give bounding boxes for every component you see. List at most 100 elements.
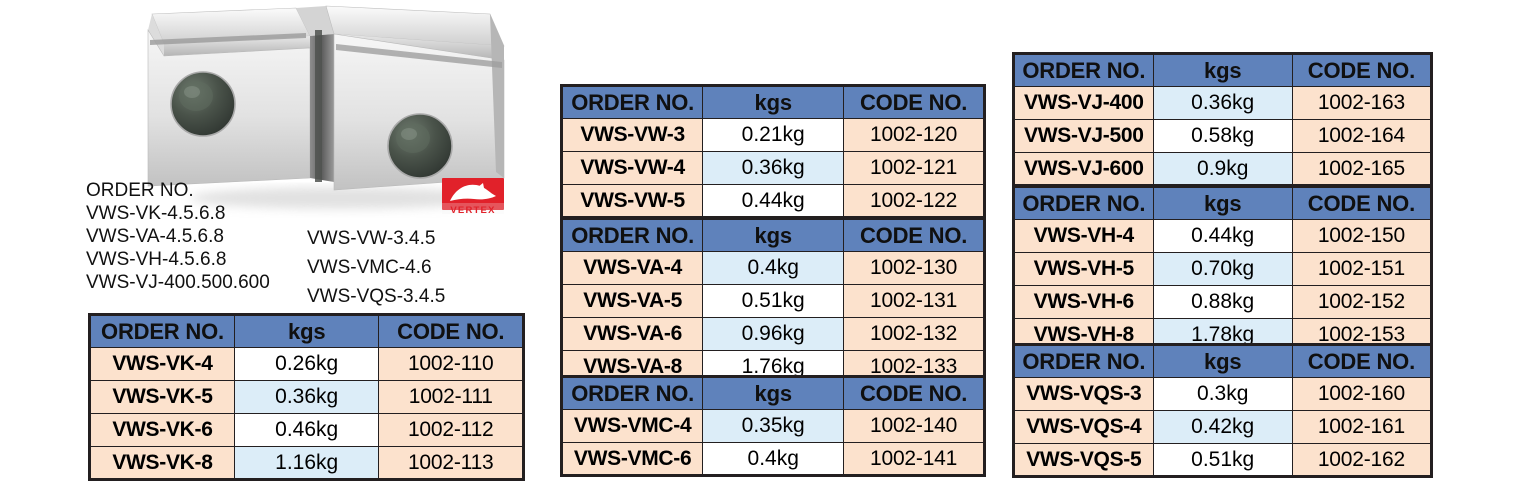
cell-code-no: 1002-162 (1291, 443, 1433, 477)
cell-weight-kgs: 1.16kg (233, 446, 380, 480)
table-row: VWS-VK-8 1.16kg 1002-113 (89, 446, 524, 480)
cell-code-no: 1002-130 (843, 251, 985, 285)
left-jaw (147, 7, 311, 187)
cell-code-no: 1002-161 (1291, 410, 1433, 444)
cell-code-no: 1002-160 (1291, 377, 1433, 411)
code-no-header: CODE NO. (1291, 344, 1433, 378)
table-vws-vmc: ORDER NO. kgs CODE NO. VWS-VMC-4 0.35kg 1002-… (560, 375, 986, 477)
table-row: VWS-VQS-4 0.42kg 1002-161 (1013, 410, 1433, 444)
table-row: VWS-VH-5 0.70kg 1002-151 (1013, 252, 1433, 286)
caption-left-line-4: VWS-VH-4.5.6.8 (86, 249, 227, 270)
cell-weight-kgs: 0.35kg (702, 409, 845, 443)
cell-code-no: 1002-113 (378, 446, 524, 480)
cell-code-no: 1002-165 (1291, 152, 1433, 186)
table-row: VWS-VK-4 0.26kg 1002-110 (89, 347, 524, 381)
cell-weight-kgs: 0.26kg (233, 347, 380, 381)
cell-order-no: VWS-VK-4 (89, 347, 235, 381)
table-vws-vj: ORDER NO. kgs CODE NO. VWS-VJ-400 0.36kg 1002… (1012, 52, 1433, 187)
cell-weight-kgs: 0.4kg (702, 442, 845, 476)
table-row: VWS-VW-5 0.44kg 1002-122 (560, 184, 985, 218)
cell-weight-kgs: 0.3kg (1152, 377, 1293, 411)
table-vws-vw: ORDER NO. kgs CODE NO. VWS-VW-3 0.21kg 1002-1… (560, 84, 986, 219)
cell-weight-kgs: 0.44kg (1152, 219, 1293, 253)
table-row: VWS-VJ-400 0.36kg 1002-163 (1013, 86, 1433, 120)
cell-order-no: VWS-VK-5 (89, 380, 235, 414)
photo-shadow (190, 187, 490, 209)
cell-code-no: 1002-150 (1291, 219, 1433, 253)
cell-weight-kgs: 0.88kg (1152, 285, 1293, 319)
eagle-icon (450, 184, 496, 201)
table-row: VWS-VQS-5 0.51kg 1002-162 (1013, 443, 1433, 477)
cell-code-no: 1002-132 (843, 317, 985, 351)
cell-weight-kgs: 0.44kg (702, 184, 845, 218)
cell-weight-kgs: 0.42kg (1152, 410, 1293, 444)
order-no-header: ORDER NO. (1013, 186, 1154, 220)
order-no-header: ORDER NO. (560, 376, 704, 410)
caption-left-line-3: VWS-VA-4.5.6.8 (86, 226, 224, 247)
table-vws-vqs: ORDER NO. kgs CODE NO. VWS-VQS-3 0.3kg 1002-1… (1012, 343, 1433, 478)
table-row: VWS-VA-4 0.4kg 1002-130 (560, 251, 985, 285)
cell-weight-kgs: 0.4kg (702, 251, 845, 285)
caption-right-column: VWS-VW-3.4.5 VWS-VMC-4.6 VWS-VQS-3.4.5 (307, 224, 445, 311)
code-no-header: CODE NO. (843, 376, 985, 410)
code-no-header: CODE NO. (1291, 53, 1433, 87)
svg-text:VERTEX: VERTEX (450, 205, 495, 216)
table-row: VWS-VW-4 0.36kg 1002-121 (560, 151, 985, 185)
cell-weight-kgs: 0.96kg (702, 317, 845, 351)
kgs-header: kgs (702, 376, 845, 410)
kgs-header: kgs (1152, 53, 1293, 87)
caption-left-line-5: VWS-VJ-400.500.600 (86, 272, 270, 293)
kgs-header: kgs (702, 218, 845, 252)
caption-left-line-2: VWS-VK-4.5.6.8 (86, 203, 226, 224)
table-header-row: ORDER NO. kgs CODE NO. (560, 85, 985, 119)
caption-left-line-1: ORDER NO. (86, 180, 194, 201)
order-no-header: ORDER NO. (560, 218, 704, 252)
right-jaw (325, 5, 505, 191)
table-row: VWS-VK-6 0.46kg 1002-112 (89, 413, 524, 447)
cell-code-no: 1002-112 (378, 413, 524, 447)
product-photo: VERTEX (130, 0, 530, 228)
cell-order-no: VWS-VJ-600 (1013, 152, 1154, 186)
cell-weight-kgs: 0.36kg (233, 380, 380, 414)
vise-soft-jaws-illustration: VERTEX (147, 5, 505, 216)
cell-order-no: VWS-VQS-3 (1013, 377, 1154, 411)
cell-code-no: 1002-164 (1291, 119, 1433, 153)
cell-order-no: VWS-VW-5 (560, 184, 704, 218)
kgs-header: kgs (1152, 344, 1293, 378)
cell-weight-kgs: 0.51kg (702, 284, 845, 318)
table-row: VWS-VJ-500 0.58kg 1002-164 (1013, 119, 1433, 153)
table-vws-va: ORDER NO. kgs CODE NO. VWS-VA-4 0.4kg 1002-13… (560, 217, 986, 385)
cell-order-no: VWS-VK-8 (89, 446, 235, 480)
cell-order-no: VWS-VJ-500 (1013, 119, 1154, 153)
code-no-header: CODE NO. (1291, 186, 1433, 220)
table-vws-vk: ORDER NO. kgs CODE NO. VWS-VK-4 0.26kg 1002-1… (88, 313, 525, 481)
table-row: VWS-VJ-600 0.9kg 1002-165 (1013, 152, 1433, 186)
cell-order-no: VWS-VK-6 (89, 413, 235, 447)
cell-order-no: VWS-VMC-4 (560, 409, 704, 443)
cell-code-no: 1002-163 (1291, 86, 1433, 120)
order-no-header: ORDER NO. (560, 85, 704, 119)
cell-weight-kgs: 0.46kg (233, 413, 380, 447)
cell-weight-kgs: 0.70kg (1152, 252, 1293, 286)
order-no-header: ORDER NO. (1013, 344, 1154, 378)
vertex-logo: VERTEX (442, 178, 504, 216)
cell-weight-kgs: 0.36kg (1152, 86, 1293, 120)
caption-left-column: ORDER NO. VWS-VK-4.5.6.8 VWS-VA-4.5.6.8 … (86, 179, 270, 294)
cell-order-no: VWS-VA-5 (560, 284, 704, 318)
cell-order-no: VWS-VA-4 (560, 251, 704, 285)
cell-order-no: VWS-VQS-5 (1013, 443, 1154, 477)
cell-order-no: VWS-VMC-6 (560, 442, 704, 476)
cell-order-no: VWS-VH-5 (1013, 252, 1154, 286)
cell-code-no: 1002-121 (843, 151, 985, 185)
caption-right-line-2: VWS-VMC-4.6 (307, 257, 432, 278)
code-no-header: CODE NO. (378, 314, 524, 348)
table-row: VWS-VK-5 0.36kg 1002-111 (89, 380, 524, 414)
table-row: VWS-VH-6 0.88kg 1002-152 (1013, 285, 1433, 319)
cell-order-no: VWS-VH-6 (1013, 285, 1154, 319)
cell-code-no: 1002-152 (1291, 285, 1433, 319)
order-no-header: ORDER NO. (1013, 53, 1154, 87)
cell-order-no: VWS-VA-6 (560, 317, 704, 351)
table-row: VWS-VA-5 0.51kg 1002-131 (560, 284, 985, 318)
center-groove (296, 6, 334, 182)
cell-weight-kgs: 0.21kg (702, 118, 845, 152)
